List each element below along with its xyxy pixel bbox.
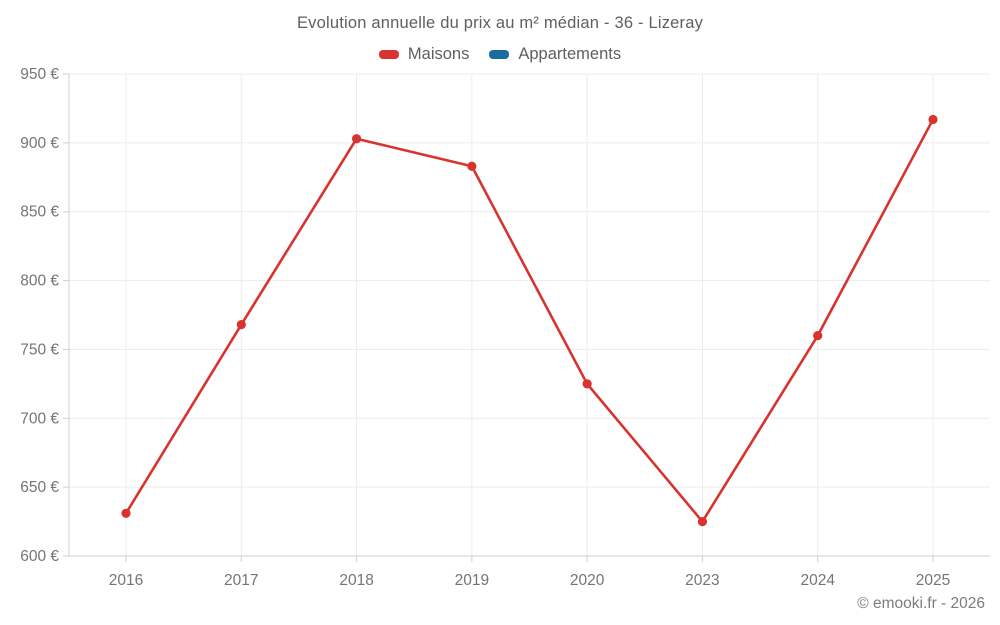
legend-label-maisons: Maisons xyxy=(407,45,470,63)
svg-text:2023: 2023 xyxy=(685,572,719,589)
svg-text:2025: 2025 xyxy=(916,572,950,589)
maisons-series-swatch-icon xyxy=(378,50,399,59)
copyright-note: © emooki.fr - 2026 xyxy=(857,595,985,612)
svg-text:650 €: 650 € xyxy=(20,479,59,496)
svg-text:2018: 2018 xyxy=(339,572,373,589)
chart-legend: Maisons Appartements xyxy=(0,45,1000,64)
svg-text:850 €: 850 € xyxy=(20,204,59,221)
chart-title: Evolution annuelle du prix au m² médian … xyxy=(296,14,704,32)
svg-text:2017: 2017 xyxy=(224,572,258,589)
svg-text:2019: 2019 xyxy=(455,572,489,589)
svg-text:750 €: 750 € xyxy=(20,341,59,358)
svg-text:2016: 2016 xyxy=(109,572,143,589)
legend-item-appartements[interactable]: Appartements xyxy=(489,45,621,64)
svg-text:700 €: 700 € xyxy=(20,410,59,427)
svg-text:900 €: 900 € xyxy=(20,135,59,152)
svg-text:800 €: 800 € xyxy=(20,273,59,290)
appartements-series-swatch-icon xyxy=(489,50,510,59)
legend-item-maisons[interactable]: Maisons xyxy=(378,45,470,64)
svg-text:950 €: 950 € xyxy=(20,66,59,83)
svg-text:2024: 2024 xyxy=(800,572,835,589)
legend-label-appartements: Appartements xyxy=(518,45,622,63)
svg-text:600 €: 600 € xyxy=(20,548,59,565)
svg-text:2020: 2020 xyxy=(570,572,605,589)
